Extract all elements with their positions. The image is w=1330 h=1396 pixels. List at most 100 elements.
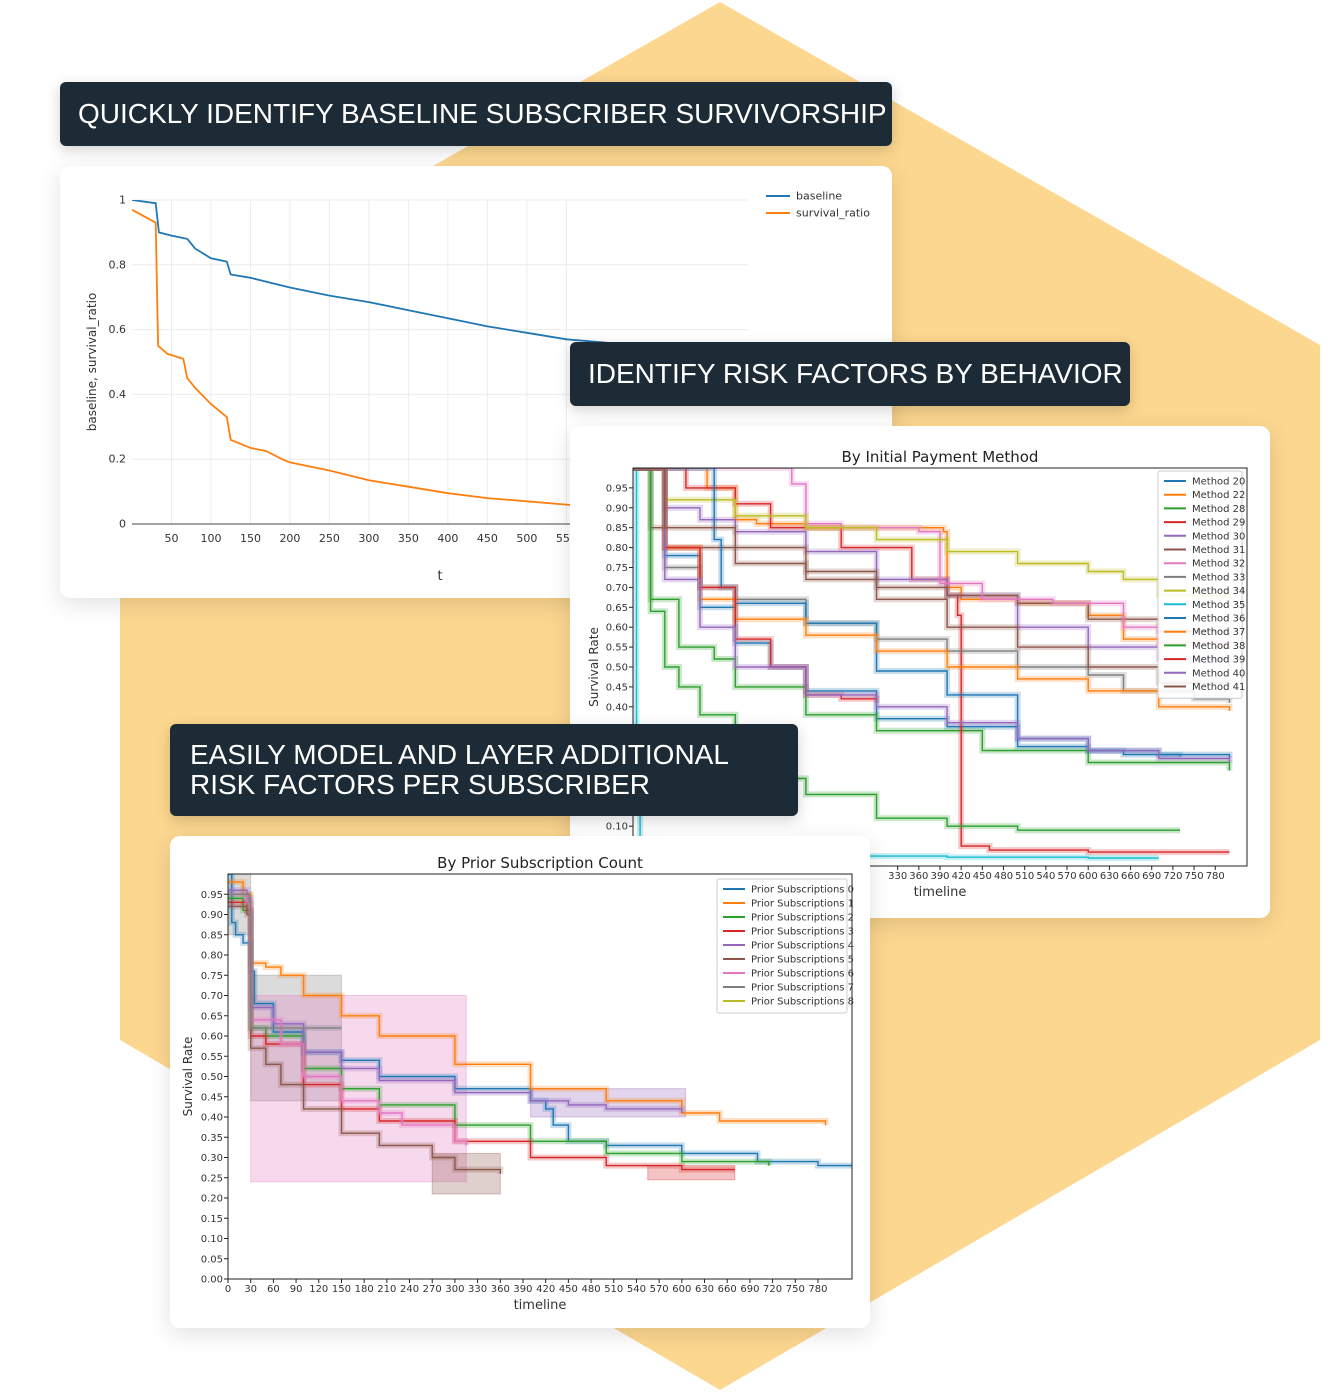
x-tick-label: 720 [1163, 871, 1182, 882]
y-tick-label: 0.90 [201, 910, 223, 921]
x-tick-label: 750 [786, 1284, 805, 1295]
banner-risk-factors-text: IDENTIFY RISK FACTORS BY BEHAVIOR [588, 358, 1123, 389]
legend-label: Prior Subscriptions 8 [751, 997, 854, 1008]
series-line-2 [132, 208, 606, 509]
payment-method-chart-card: 330 360 390 420 450 480 510 540 570 600 630 660 690 7… [570, 426, 1270, 918]
x-tick-label: 390 [930, 871, 949, 882]
x-tick-label: 600 [672, 1284, 691, 1295]
y-tick-label: 0.55 [606, 643, 628, 654]
legend-label: Prior Subscriptions 6 [751, 969, 854, 980]
x-tick-label: 780 [1206, 871, 1225, 882]
y-axis-label: baseline, survival_ratio [85, 293, 99, 432]
x-tick-label: 30 [244, 1284, 257, 1295]
x-tick-label: 480 [582, 1284, 601, 1295]
x-tick-label: 690 [740, 1284, 759, 1295]
y-tick-label: 0.90 [606, 503, 628, 514]
legend-label: Prior Subscriptions 1 [751, 899, 854, 910]
y-tick-label: 0.80 [606, 543, 628, 554]
banner-baseline-text: QUICKLY IDENTIFY BASELINE SUBSCRIBER SUR… [78, 98, 887, 129]
legend-label: Method 28 [1192, 504, 1245, 515]
x-tick-label: 250 [319, 532, 340, 545]
legend-label: Prior Subscriptions 7 [751, 983, 854, 994]
prior-subscription-chart-card: 0 30 60 90 120 150 180 210 240 270 300 330 360 390 420… [170, 836, 870, 1328]
legend-label: Method 30 [1192, 531, 1245, 542]
x-tick-label: 540 [627, 1284, 646, 1295]
x-tick-label: 630 [695, 1284, 714, 1295]
x-tick-label: 240 [400, 1284, 419, 1295]
legend-label: Prior Subscriptions 3 [751, 927, 854, 938]
legend-label: Method 36 [1192, 614, 1245, 625]
x-tick-label: 480 [994, 871, 1013, 882]
y-axis-label: Survival Rate [587, 627, 601, 707]
y-tick-label: 0.50 [201, 1072, 223, 1083]
banner-baseline: QUICKLY IDENTIFY BASELINE SUBSCRIBER SUR… [60, 82, 892, 146]
legend-box [716, 878, 848, 1014]
x-tick-label: 570 [650, 1284, 669, 1295]
y-tick-label: 0.20 [201, 1194, 223, 1205]
y-tick-label: 0.85 [606, 523, 628, 534]
confidence-band [530, 1088, 687, 1118]
x-axis-label: timeline [514, 1298, 567, 1313]
x-tick-label: 300 [358, 532, 379, 545]
y-tick-label: 0.05 [201, 1254, 223, 1265]
x-tick-label: 200 [279, 532, 300, 545]
x-tick-label: 660 [1121, 871, 1140, 882]
x-tick-label: 510 [1015, 871, 1034, 882]
x-tick-label: 690 [1142, 871, 1161, 882]
series-line-1 [228, 874, 852, 1167]
y-tick-label: 0.50 [606, 663, 628, 674]
banner-risk-factors: IDENTIFY RISK FACTORS BY BEHAVIOR [570, 342, 1130, 406]
x-tick-label: 750 [1185, 871, 1204, 882]
x-tick-label: 780 [808, 1284, 827, 1295]
y-tick-label: 0.60 [201, 1032, 223, 1043]
series-line-9 [633, 468, 1231, 600]
x-tick-label: 330 [468, 1284, 487, 1295]
y-tick-label: 0.95 [606, 483, 628, 494]
y-tick-label: 0.30 [201, 1153, 223, 1164]
series-line-7 [633, 468, 1231, 648]
y-tick-label: 0.55 [201, 1052, 223, 1063]
y-tick-label: 0.15 [201, 1214, 223, 1225]
legend-label: Method 41 [1192, 682, 1245, 693]
x-tick-label: 90 [290, 1284, 303, 1295]
y-tick-label: 0.75 [201, 971, 223, 982]
y-tick-label: 0.45 [201, 1092, 223, 1103]
x-tick-label: 600 [1079, 871, 1098, 882]
y-tick-label: 0.10 [201, 1234, 223, 1245]
payment-method-chart: 330 360 390 420 450 480 510 540 570 600 630 660 690 7… [587, 448, 1248, 900]
legend-label: Method 32 [1192, 559, 1245, 570]
legend-label: Prior Subscriptions 0 [751, 885, 854, 896]
x-tick-label: 630 [1100, 871, 1119, 882]
y-tick-label: 0.25 [201, 1173, 223, 1184]
x-tick-label: 720 [763, 1284, 782, 1295]
y-tick-label: 0.85 [201, 930, 223, 941]
legend-label: Prior Subscriptions 4 [751, 941, 854, 952]
x-tick-label: 300 [445, 1284, 464, 1295]
y-tick-label: 0.60 [606, 623, 628, 634]
legend-label: Method 35 [1192, 600, 1245, 611]
series-line-8 [228, 893, 342, 1029]
y-tick-label: 0.95 [201, 890, 223, 901]
plot-area [132, 200, 630, 509]
x-axis-label: timeline [914, 885, 967, 900]
y-tick-label: 0.40 [606, 702, 628, 713]
x-tick-label: 400 [437, 532, 458, 545]
x-tick-label: 450 [973, 871, 992, 882]
y-tick-label: 0.10 [606, 822, 628, 833]
x-axis-label: t [437, 569, 442, 584]
x-tick-label: 180 [355, 1284, 374, 1295]
y-tick-label: 0 [119, 518, 126, 531]
legend-label: Method 20 [1192, 477, 1245, 488]
legend-label: Method 29 [1192, 518, 1245, 529]
x-tick-label: 0 [225, 1284, 231, 1295]
legend-label: Method 22 [1192, 490, 1245, 501]
banner-layer-factors-line2: RISK FACTORS PER SUBSCRIBER [190, 769, 651, 800]
x-tick-label: 500 [516, 532, 537, 545]
series-line-14 [633, 468, 878, 703]
legend-label: Method 31 [1192, 545, 1245, 556]
legend-label: Method 39 [1192, 655, 1245, 666]
x-tick-label: 270 [423, 1284, 442, 1295]
y-tick-label: 0.00 [201, 1275, 223, 1286]
y-tick-label: 0.6 [109, 323, 127, 336]
x-tick-label: 660 [718, 1284, 737, 1295]
